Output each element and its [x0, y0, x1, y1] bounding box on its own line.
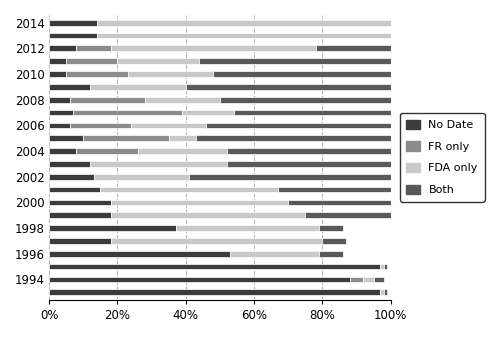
Bar — [49, 97, 70, 102]
Bar — [90, 161, 226, 167]
Bar — [189, 174, 390, 180]
Bar — [97, 20, 390, 26]
Bar — [213, 71, 390, 77]
Bar — [49, 212, 110, 218]
Bar — [384, 264, 387, 270]
Bar — [206, 123, 390, 128]
Bar — [66, 58, 118, 64]
Bar — [186, 84, 390, 90]
Bar — [49, 161, 90, 167]
Bar — [70, 97, 145, 102]
Bar — [384, 289, 387, 295]
Bar — [319, 251, 343, 257]
Bar — [110, 212, 306, 218]
Bar — [306, 212, 390, 218]
Bar — [49, 135, 84, 141]
Bar — [49, 58, 66, 64]
Bar — [49, 187, 100, 192]
Bar — [220, 97, 390, 102]
Bar — [70, 123, 131, 128]
Bar — [182, 110, 234, 116]
Bar — [128, 71, 213, 77]
Bar — [176, 225, 319, 231]
Bar — [49, 289, 380, 295]
Bar — [49, 277, 350, 282]
Bar — [288, 200, 390, 205]
Bar — [73, 110, 182, 116]
Bar — [278, 187, 390, 192]
Bar — [138, 148, 226, 154]
Bar — [90, 84, 186, 90]
Bar — [49, 225, 176, 231]
Bar — [100, 187, 278, 192]
Bar — [94, 174, 189, 180]
Bar — [76, 148, 138, 154]
Bar — [84, 135, 168, 141]
Bar — [49, 238, 110, 244]
Bar — [145, 97, 220, 102]
Bar — [66, 71, 128, 77]
Bar — [350, 277, 364, 282]
Bar — [49, 45, 76, 51]
Bar — [364, 277, 374, 282]
Bar — [230, 251, 319, 257]
Bar — [49, 174, 94, 180]
Bar — [49, 71, 66, 77]
Bar — [380, 264, 384, 270]
Bar — [49, 20, 97, 26]
Bar — [49, 148, 76, 154]
Bar — [110, 238, 322, 244]
Bar — [322, 238, 346, 244]
Bar — [49, 110, 73, 116]
Legend: No Date, FR only, FDA only, Both: No Date, FR only, FDA only, Both — [400, 113, 484, 202]
Bar — [196, 135, 390, 141]
Bar — [76, 45, 110, 51]
Bar — [234, 110, 390, 116]
Bar — [374, 277, 384, 282]
Bar — [97, 33, 390, 38]
Bar — [49, 123, 70, 128]
Bar — [49, 200, 110, 205]
Bar — [49, 33, 97, 38]
Bar — [380, 289, 384, 295]
Bar — [49, 264, 380, 270]
Bar — [168, 135, 196, 141]
Bar — [131, 123, 206, 128]
Bar — [49, 251, 230, 257]
Bar — [226, 161, 390, 167]
Bar — [110, 45, 316, 51]
Bar — [118, 58, 200, 64]
Bar — [200, 58, 390, 64]
Bar — [226, 148, 390, 154]
Bar — [316, 45, 390, 51]
Bar — [49, 84, 90, 90]
Bar — [110, 200, 288, 205]
Bar — [319, 225, 343, 231]
